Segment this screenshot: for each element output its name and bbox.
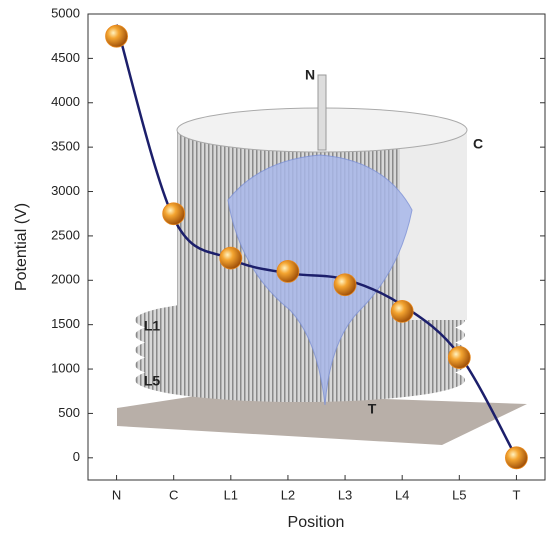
x-tick-label: C: [169, 487, 178, 502]
plot-frame: [87, 13, 546, 481]
data-point: [219, 246, 243, 270]
label-t: T: [368, 401, 377, 417]
x-tick-label: L3: [338, 487, 352, 502]
y-tick-label: 4000: [51, 94, 80, 109]
x-tick-label: T: [512, 487, 520, 502]
beam-envelope: [227, 154, 413, 406]
label-c: C: [473, 136, 483, 152]
data-point: [505, 446, 528, 470]
y-tick-label: 1500: [51, 316, 80, 331]
data-point: [276, 260, 300, 283]
y-tick-label: 2000: [51, 272, 80, 287]
x-tick-label: N: [112, 487, 121, 502]
data-point: [390, 299, 414, 323]
y-tick-label: 0: [73, 449, 80, 464]
floor: [117, 393, 527, 445]
x-tick-label: L1: [224, 487, 238, 502]
y-tick-label: 500: [58, 405, 80, 420]
y-tick-label: 4500: [51, 50, 80, 65]
illustration: N C L1 L5 T: [117, 67, 527, 445]
y-tick-label: 5000: [51, 5, 80, 20]
y-axis-label: Potential (V): [13, 203, 30, 291]
x-tick-label: L2: [281, 487, 295, 502]
label-n: N: [305, 67, 315, 83]
label-l5: L5: [144, 373, 161, 389]
data-point: [333, 273, 357, 297]
needle: [317, 74, 327, 151]
y-tick-label: 3500: [51, 139, 80, 154]
data-point: [162, 202, 186, 226]
x-tick-label: L5: [452, 487, 466, 502]
label-l1: L1: [144, 318, 161, 334]
y-tick-label: 3000: [51, 183, 80, 198]
x-tick-label: L4: [395, 487, 409, 502]
data-point: [105, 24, 128, 48]
y-tick-label: 2500: [51, 227, 80, 242]
x-axis-label: Position: [288, 514, 345, 531]
y-tick-label: 1000: [51, 360, 80, 375]
data-point: [447, 346, 471, 369]
